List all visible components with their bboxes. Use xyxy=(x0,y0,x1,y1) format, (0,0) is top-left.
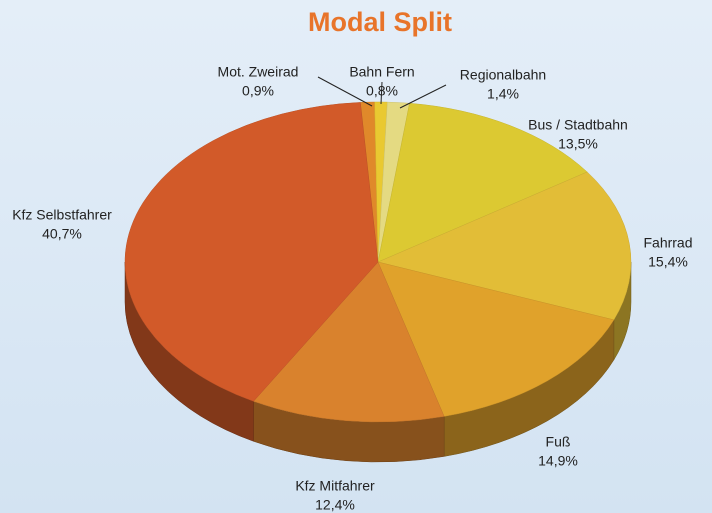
category-label: Fuß xyxy=(546,434,571,450)
leader-line xyxy=(399,84,447,109)
category-label: Regionalbahn xyxy=(460,67,546,83)
leader-line xyxy=(380,81,383,105)
slice xyxy=(253,261,445,423)
value-label: 13,5% xyxy=(558,136,598,152)
chart-title: Modal Split xyxy=(308,7,452,37)
slice xyxy=(377,261,615,417)
value-label: 14,9% xyxy=(538,453,578,469)
category-label: Mot. Zweirad xyxy=(218,64,299,80)
category-label: Fahrrad xyxy=(643,235,692,251)
category-label: Kfz Selbstfahrer xyxy=(12,207,112,223)
value-label: 1,4% xyxy=(487,86,519,102)
slice xyxy=(377,102,588,263)
slice xyxy=(124,102,379,402)
value-label: 40,7% xyxy=(42,226,82,242)
pie-tops xyxy=(124,101,632,423)
category-label: Bus / Stadtbahn xyxy=(528,117,628,133)
value-label: 0,9% xyxy=(242,83,274,99)
leader-line xyxy=(317,76,373,107)
slice xyxy=(377,171,632,321)
category-label: Kfz Mitfahrer xyxy=(295,478,375,494)
value-label: 15,4% xyxy=(648,254,688,270)
category-label: Bahn Fern xyxy=(349,64,414,80)
value-label: 12,4% xyxy=(315,497,355,513)
